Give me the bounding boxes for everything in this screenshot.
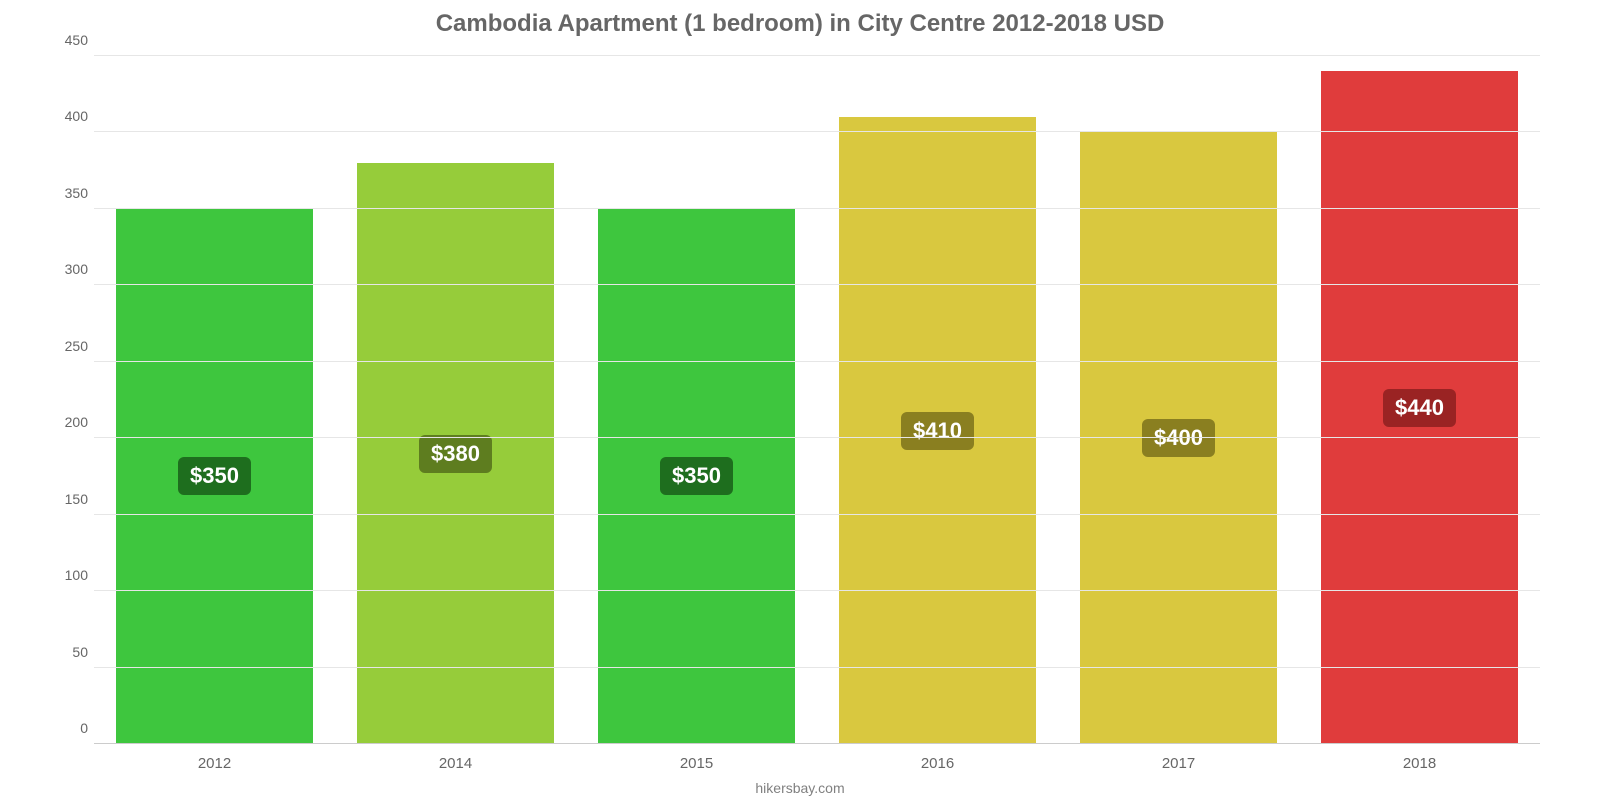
x-tick-label: 2014	[335, 755, 576, 772]
y-tick-label: 300	[48, 261, 88, 277]
bar-value-label: $350	[178, 457, 251, 495]
y-tick-label: 250	[48, 338, 88, 354]
bar-slot: $440	[1299, 56, 1540, 744]
gridline	[94, 514, 1540, 515]
chart-title: Cambodia Apartment (1 bedroom) in City C…	[0, 10, 1600, 38]
plot-area: $350$380$350$410$400$440 050100150200250…	[94, 56, 1540, 744]
bar-value-label: $380	[419, 435, 492, 473]
bar-slot: $410	[817, 56, 1058, 744]
bar-value-label: $350	[660, 457, 733, 495]
bars-container: $350 $380 $350 $410 $400 $440	[94, 56, 1540, 744]
gridline	[94, 284, 1540, 285]
baseline	[94, 743, 1540, 744]
x-tick-label: 2015	[576, 755, 817, 772]
y-tick-label: 100	[48, 567, 88, 583]
bar-slot: $400	[1058, 56, 1299, 744]
bar: $380	[357, 163, 555, 744]
chart-stage: $350 $380 $350 $410 $400 $440 0 50 100 150 200 250…	[40, 46, 1560, 800]
gridline	[94, 667, 1540, 668]
gridline	[94, 55, 1540, 56]
y-tick-label: 450	[48, 32, 88, 48]
y-tick-label: 350	[48, 185, 88, 201]
bar: $350	[116, 209, 314, 744]
bar-value-label: $410	[901, 412, 974, 450]
bar: $440	[1321, 71, 1519, 744]
x-tick-label: 2017	[1058, 755, 1299, 772]
y-tick-label: 0	[48, 720, 88, 736]
gridline	[94, 437, 1540, 438]
gridline	[94, 590, 1540, 591]
gridline	[94, 131, 1540, 132]
bar-slot: $380	[335, 56, 576, 744]
gridline	[94, 208, 1540, 209]
bar-chart: Cambodia Apartment (1 bedroom) in City C…	[0, 0, 1600, 800]
bar-value-label: $440	[1383, 389, 1456, 427]
gridline	[94, 361, 1540, 362]
x-tick-label: 2016	[817, 755, 1058, 772]
bar-slot: $350	[94, 56, 335, 744]
x-tick-label: 2018	[1299, 755, 1540, 772]
y-tick-label: 400	[48, 108, 88, 124]
x-axis-labels: 201220142015201620172018	[94, 755, 1540, 772]
y-tick-label: 150	[48, 491, 88, 507]
y-tick-label: 50	[48, 644, 88, 660]
x-tick-label: 2012	[94, 755, 335, 772]
bar-slot: $350	[576, 56, 817, 744]
bar: $410	[839, 117, 1037, 744]
y-tick-label: 200	[48, 414, 88, 430]
source-label: hikersbay.com	[40, 780, 1560, 796]
bar: $350	[598, 209, 796, 744]
